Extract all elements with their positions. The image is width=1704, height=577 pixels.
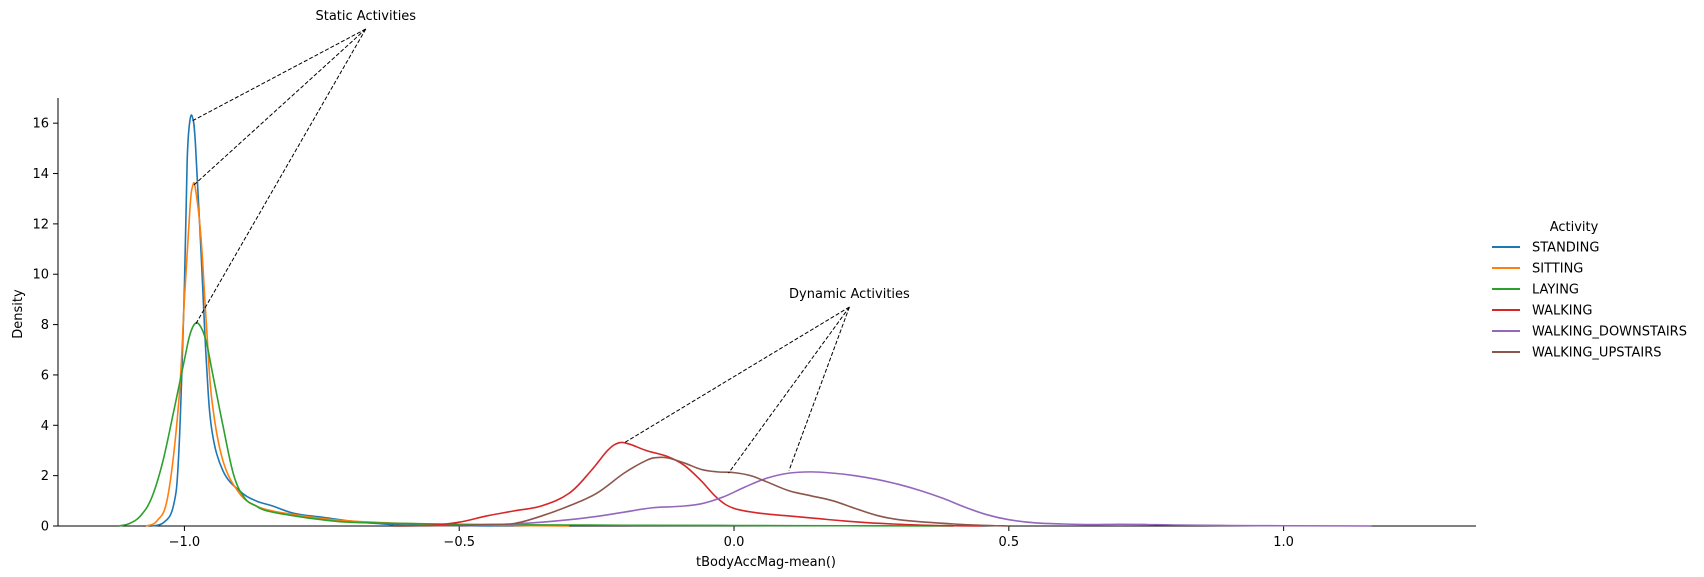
annotation-static-activities: Static Activities [315,9,416,24]
legend-entry-label: WALKING_UPSTAIRS [1532,346,1662,361]
y-axis-label: Density [11,289,26,339]
axes: −1.0 −0.5 0.0 0.5 1.0 0 2 4 6 8 10 12 14 16 [32,98,1476,550]
legend-entry-label: WALKING [1532,304,1592,319]
legend-title: Activity [1550,220,1599,235]
y-tick-label: 16 [32,117,49,132]
annotations: Static Activities Dynamic Activities [192,9,910,474]
x-tick-label: −1.0 [169,535,201,550]
x-tick-label: 1.0 [1273,535,1294,550]
y-tick-label: 2 [41,469,49,484]
y-tick-label: 6 [41,368,49,383]
y-tick-label: 0 [41,520,49,535]
annotation-dynamic-activities: Dynamic Activities [789,287,910,302]
y-tick-label: 14 [32,167,49,182]
legend-entry-label: LAYING [1532,283,1579,298]
legend: Activity STANDING SITTING LAYING WALKING WAL… [1492,220,1687,361]
annotation-arrow [192,28,367,122]
x-tick-label: 0.5 [998,535,1019,550]
density-curve-walking-downstairs [459,471,1372,527]
annotation-arrow [728,306,850,474]
x-tick-label: −0.5 [443,535,475,550]
y-tick-label: 10 [32,268,49,283]
y-tick-label: 4 [41,419,49,434]
annotation-arrow [194,28,367,325]
density-curve-laying [118,322,954,527]
legend-entry-label: WALKING_DOWNSTAIRS [1532,325,1687,340]
legend-entry-label: SITTING [1532,262,1583,277]
x-axis-label: tBodyAccMag-mean() [696,555,836,570]
annotation-arrow [623,306,850,444]
y-tick-label: 8 [41,318,49,333]
annotation-arrow [788,306,850,471]
density-curve-sitting [145,181,570,527]
density-curves [118,114,1372,527]
density-curve-walking-upstairs [393,456,1009,527]
annotation-arrow [192,28,367,187]
legend-entry-label: STANDING [1532,241,1599,256]
x-tick-label: 0.0 [724,535,745,550]
y-tick-label: 12 [32,217,49,232]
density-curve-walking [393,441,982,527]
